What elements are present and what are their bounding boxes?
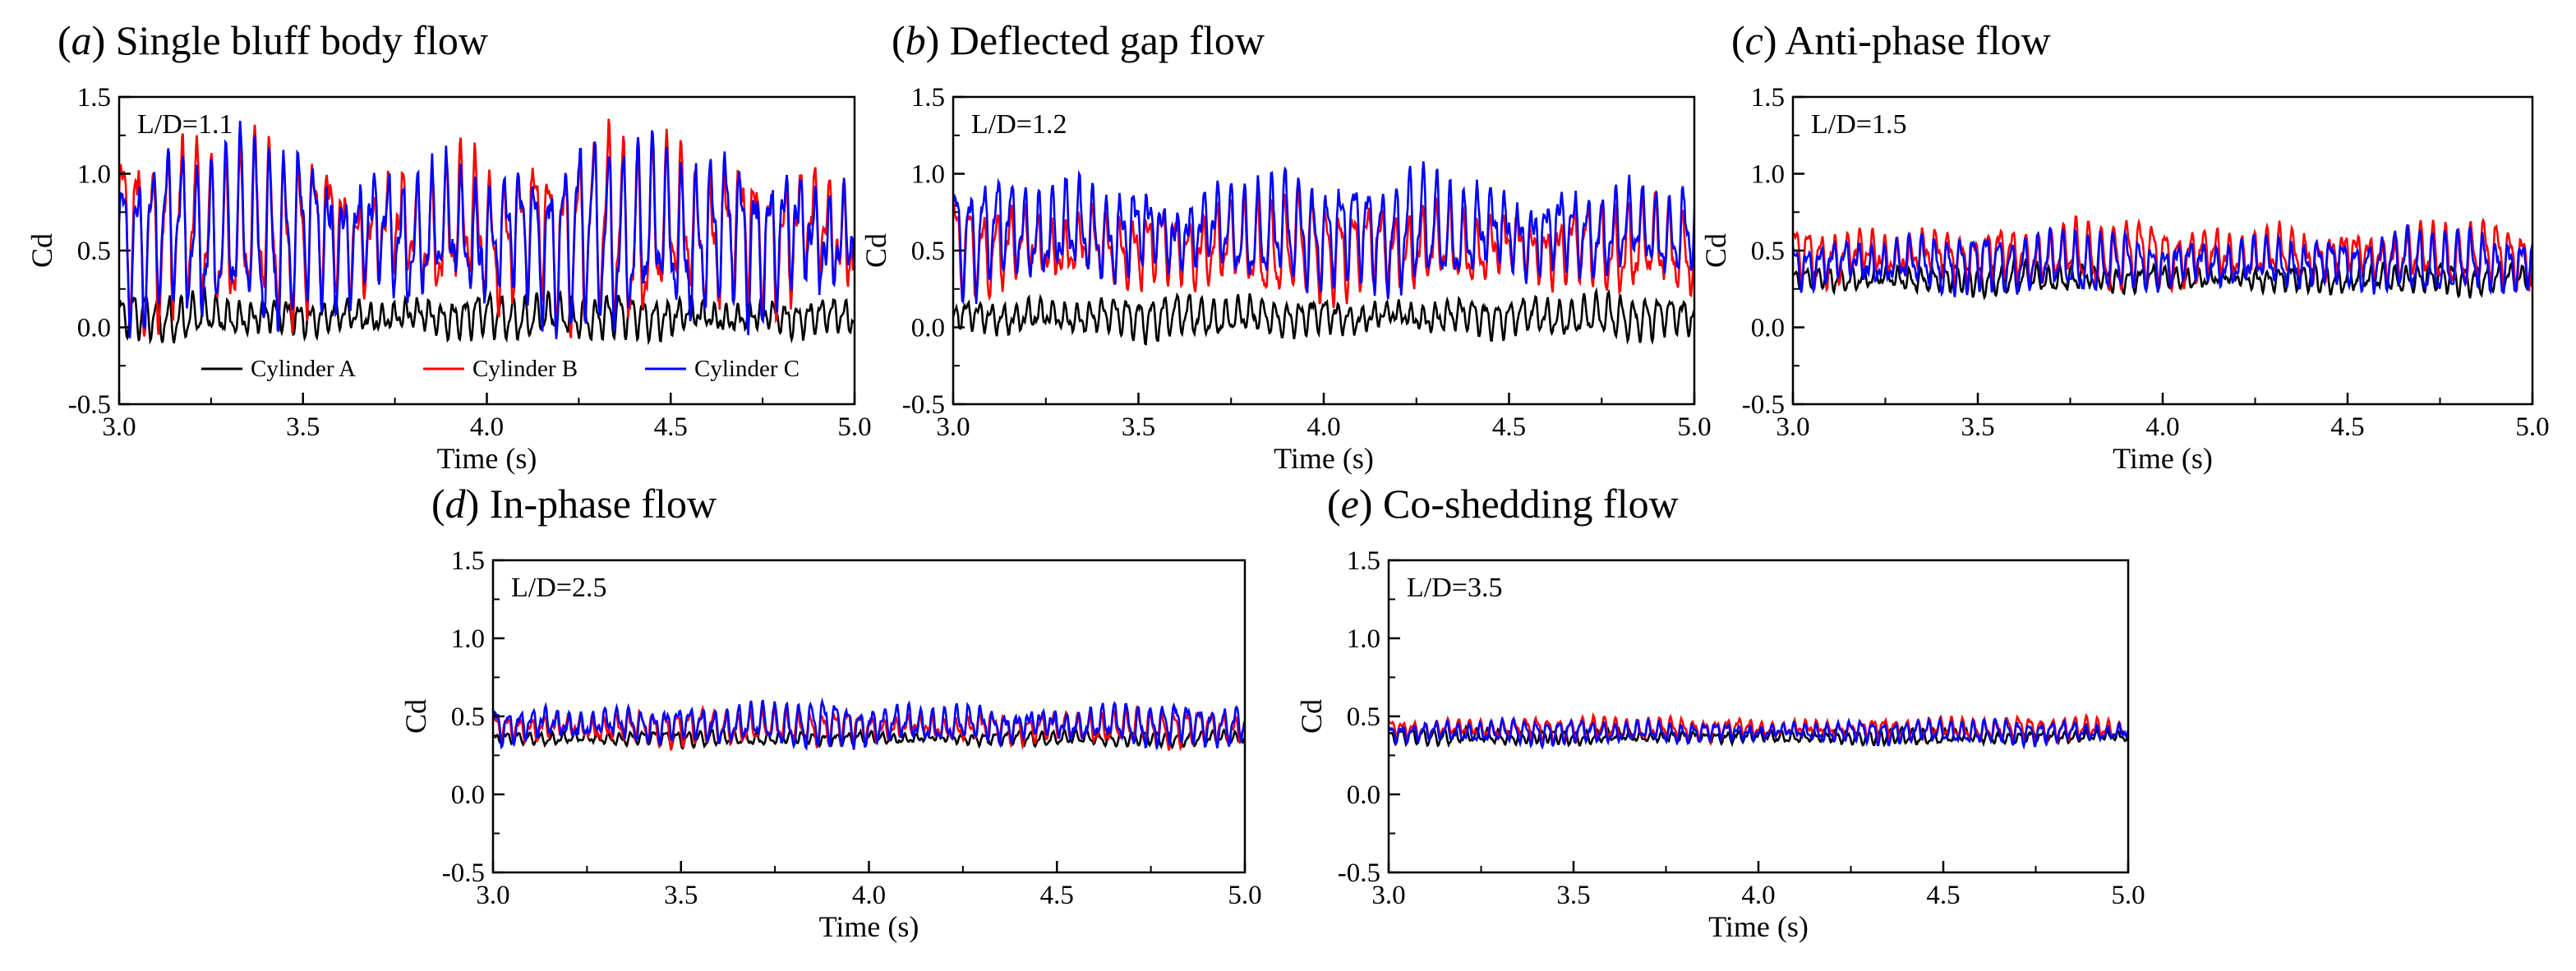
x-tick-label: 4.5: [1492, 412, 1526, 442]
panel-c: (c) Anti-phase flow 3.0 3.5 4.0 4.5 5.0 -0.5 0.…: [1699, 17, 2550, 475]
y-tick-label: 1.5: [451, 546, 485, 576]
y-tick-label: 1.5: [911, 83, 945, 113]
legend-label: Cylinder C: [694, 356, 800, 382]
x-tick-label: 4.0: [1741, 881, 1775, 910]
y-tick-label: 0.0: [911, 314, 945, 343]
y-axis-label: Cd: [399, 699, 432, 734]
ld-annotation: L/D=1.2: [971, 109, 1067, 140]
panel-letter: d: [445, 481, 467, 527]
y-tick-label: -0.5: [442, 858, 485, 888]
series-group: [1389, 711, 2128, 750]
x-tick-label: 3.0: [1776, 412, 1809, 442]
y-tick-label: 1.0: [911, 160, 945, 190]
y-tick-label: 0.5: [1751, 237, 1785, 266]
panel-letter: b: [906, 17, 926, 63]
x-axis-label: Time (s): [1274, 442, 1374, 475]
y-axis-label: Cd: [25, 233, 58, 268]
panel-d: (d) In-phase flow 3.0 3.5 4.0 4.5 5.0 -0.5 0.0 0…: [399, 481, 1262, 943]
y-tick-label: 0.0: [1751, 314, 1785, 343]
y-tick-label: -0.5: [1338, 858, 1380, 888]
x-tick-label: 3.5: [1122, 412, 1155, 442]
y-tick-label: -0.5: [68, 390, 111, 420]
ld-annotation: L/D=3.5: [1407, 573, 1502, 603]
ld-annotation: L/D=2.5: [511, 573, 606, 603]
panel-title: (e) Co-shedding flow: [1327, 481, 1679, 527]
panel-e: (e) Co-shedding flow 3.0 3.5 4.0 4.5 5.0 -0.5 0…: [1295, 481, 2145, 943]
y-tick-label: 0.5: [911, 237, 945, 266]
x-tick-label: 3.0: [1371, 881, 1405, 910]
x-tick-label: 4.0: [470, 412, 504, 442]
x-tick-label: 4.5: [1926, 881, 1960, 910]
series-line-cylinder-c: [1389, 716, 2128, 750]
panel-letter: e: [1341, 481, 1359, 527]
x-tick-label: 3.0: [102, 412, 136, 442]
x-tick-label: 3.5: [664, 881, 698, 910]
series-group: [493, 697, 1245, 752]
x-tick-label: 4.0: [852, 881, 886, 910]
x-axis-label: Time (s): [2113, 442, 2213, 475]
y-tick-label: 1.0: [77, 160, 111, 190]
series-line-cylinder-a: [1793, 256, 2532, 301]
panel-a: (a) Single bluff body flow 3.0 3.5 4.0 4.5 5.…: [25, 17, 872, 475]
series-line-cylinder-c: [953, 161, 1694, 305]
legend: Cylinder A Cylinder B Cylinder C: [201, 356, 800, 382]
x-tick-label: 4.5: [2330, 412, 2364, 442]
x-tick-label: 5.0: [837, 412, 871, 442]
y-axis-label: Cd: [1699, 233, 1732, 268]
series-group: [953, 161, 1694, 346]
y-axis-label: Cd: [859, 233, 892, 268]
series-line-cylinder-c: [119, 121, 855, 339]
ld-annotation: L/D=1.1: [137, 109, 233, 140]
panel-letter: a: [71, 17, 92, 63]
series-group: [1793, 215, 2532, 301]
x-tick-label: 5.0: [1677, 412, 1711, 442]
ld-annotation: L/D=1.5: [1811, 109, 1906, 140]
x-tick-label: 3.5: [1961, 412, 1994, 442]
y-tick-label: 0.5: [1347, 702, 1380, 732]
x-axis-label: Time (s): [437, 442, 537, 475]
x-tick-label: 5.0: [2515, 412, 2549, 442]
y-tick-label: -0.5: [1742, 390, 1785, 420]
x-tick-label: 5.0: [2111, 881, 2145, 910]
panel-letter: c: [1745, 17, 1763, 63]
series-line-cylinder-a: [119, 285, 855, 346]
series-line-cylinder-a: [953, 287, 1694, 346]
y-tick-label: 0.0: [1347, 780, 1380, 810]
y-tick-label: 1.0: [451, 624, 485, 654]
series-line-cylinder-c: [493, 697, 1245, 752]
y-tick-label: 1.5: [77, 83, 111, 113]
y-tick-label: 0.5: [451, 702, 485, 732]
x-tick-label: 3.5: [1556, 881, 1590, 910]
x-tick-label: 4.5: [654, 412, 688, 442]
panel-title: (c) Anti-phase flow: [1731, 17, 2051, 63]
x-tick-label: 3.0: [936, 412, 970, 442]
y-axis-label: Cd: [1295, 699, 1328, 734]
x-tick-label: 4.5: [1040, 881, 1074, 910]
panel-title: (b) Deflected gap flow: [892, 17, 1265, 63]
legend-label: Cylinder B: [472, 356, 578, 382]
y-tick-label: 0.0: [77, 314, 111, 343]
series-line-cylinder-c: [1793, 223, 2532, 297]
series-group: [119, 118, 855, 346]
x-tick-label: 3.0: [476, 881, 509, 910]
legend-label: Cylinder A: [251, 356, 356, 382]
panel-b: (b) Deflected gap flow 3.0 3.5 4.0 4.5 5.0 -0.…: [859, 17, 1712, 475]
x-tick-label: 3.5: [286, 412, 320, 442]
x-tick-label: 4.0: [2145, 412, 2179, 442]
x-axis-label: Time (s): [819, 910, 919, 943]
y-tick-label: 1.5: [1751, 83, 1785, 113]
y-tick-label: 1.0: [1347, 624, 1380, 654]
y-tick-label: -0.5: [902, 390, 945, 420]
panel-title: (d) In-phase flow: [431, 481, 717, 527]
y-tick-label: 0.0: [451, 780, 485, 810]
panel-title: (a) Single bluff body flow: [58, 17, 488, 63]
x-axis-label: Time (s): [1708, 910, 1809, 943]
y-tick-label: 1.0: [1751, 160, 1785, 190]
y-tick-label: 0.5: [77, 237, 111, 266]
y-tick-label: 1.5: [1347, 546, 1380, 576]
series-line-cylinder-b: [1793, 215, 2532, 294]
x-tick-label: 4.0: [1306, 412, 1340, 442]
x-tick-label: 5.0: [1228, 881, 1261, 910]
